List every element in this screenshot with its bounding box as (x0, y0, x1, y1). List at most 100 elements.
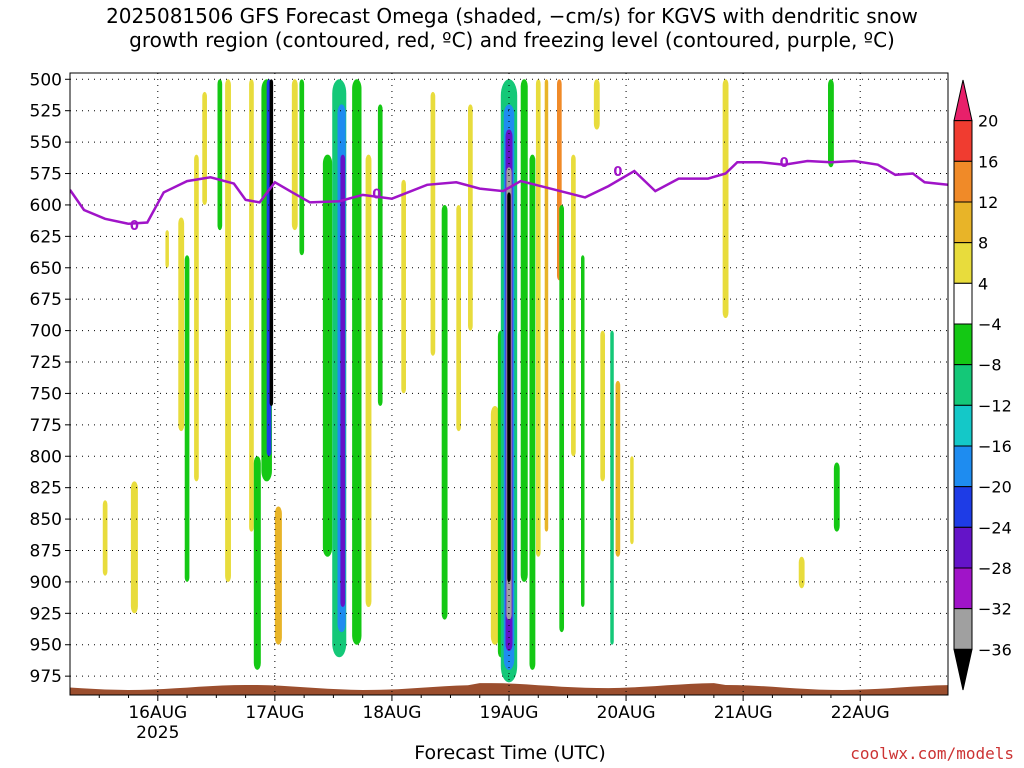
plot-area: 0 0 0 0 (70, 73, 948, 695)
omega-band-35 (507, 192, 511, 582)
omega-band-51 (833, 462, 840, 532)
omega-band-27 (456, 204, 462, 432)
colorbar-label-9: −20 (978, 478, 1012, 497)
colorbar-swatch-1 (953, 120, 973, 162)
y-tick-label-1: 525 (30, 102, 62, 122)
colorbar-cap-top (953, 79, 973, 122)
omega-band-9 (249, 79, 254, 532)
x-axis-label: Forecast Time (UTC) (414, 742, 606, 764)
colorbar-swatch-7 (953, 364, 973, 406)
x-tick-label-6: 22AUG (831, 703, 890, 723)
omega-band-36 (520, 79, 528, 582)
colorbar-swatch-8 (953, 404, 973, 447)
omega-band-17 (322, 154, 333, 557)
x-tick-label-5: 21AUG (714, 703, 773, 723)
omega-band-22 (365, 154, 372, 608)
omega-band-4 (184, 255, 190, 582)
terrain-surface (70, 683, 948, 695)
x-tick-label-3: 19AUG (480, 703, 539, 723)
x-tick-sublabel-0: 2025 (136, 723, 179, 743)
colorbar-swatch-11 (953, 526, 973, 569)
y-tick-label-16: 900 (30, 573, 62, 593)
x-tick-label-0: 16AUG (128, 703, 187, 723)
omega-band-37 (529, 154, 536, 670)
colorbar-label-1: 16 (978, 152, 998, 171)
omega-band-29 (490, 405, 500, 645)
colorbar-swatch-13 (953, 608, 973, 650)
colorbar-swatch-3 (953, 201, 973, 244)
omega-band-52 (798, 556, 805, 589)
colorbar-label-3: 8 (978, 234, 988, 253)
colorbar-label-2: 12 (978, 193, 998, 212)
omega-band-5 (194, 154, 199, 482)
y-tick-label-10: 750 (30, 384, 62, 404)
omega-band-8 (225, 79, 231, 582)
colorbar-label-13: −36 (978, 640, 1012, 659)
colorbar-label-12: −32 (978, 600, 1012, 619)
colorbar-swatch-9 (953, 445, 973, 488)
y-tick-label-7: 675 (30, 290, 62, 310)
omega-band-39 (544, 79, 549, 532)
omega-band-46 (610, 330, 614, 645)
freezing-level-line (70, 159, 948, 226)
colorbar-label-10: −24 (978, 518, 1012, 537)
omega-band-44 (593, 79, 600, 130)
omega-band-38 (535, 79, 541, 557)
y-tick-label-9: 725 (30, 353, 62, 373)
freezing-level-label-0: 0 (130, 219, 139, 234)
y-tick-label-3: 575 (30, 165, 62, 185)
y-tick-label-8: 700 (30, 322, 62, 342)
omega-band-43 (580, 255, 585, 608)
freezing-level-label-1: 0 (372, 188, 381, 203)
omega-band-23 (377, 104, 383, 406)
colorbar-swatch-10 (953, 486, 973, 528)
y-tick-label-14: 850 (30, 510, 62, 530)
y-tick-label-6: 650 (30, 259, 62, 279)
y-tick-label-11: 775 (30, 416, 62, 436)
omega-band-48 (630, 456, 634, 545)
colorbar-cap-bottom (953, 648, 973, 691)
omega-band-28 (468, 104, 473, 331)
colorbar-swatch-6 (953, 323, 973, 366)
freezing-level-label-2: 0 (613, 165, 622, 180)
title-line-2: growth region (contoured, red, ºC) and f… (129, 28, 895, 52)
y-tick-label-4: 600 (30, 196, 62, 216)
omega-band-10 (253, 456, 261, 670)
colorbar-label-6: −8 (978, 356, 1002, 375)
omega-band-26 (441, 204, 448, 620)
omega-band-21 (352, 79, 362, 645)
omega-band-0 (102, 500, 108, 576)
omega-band-24 (401, 179, 406, 394)
y-tick-label-18: 950 (30, 636, 62, 656)
colorbar-label-11: −28 (978, 559, 1012, 578)
omega-band-42 (571, 154, 576, 457)
omega-band-25 (430, 91, 436, 356)
colorbar-swatch-4 (953, 242, 973, 284)
colorbar-label-7: −12 (978, 396, 1012, 415)
y-tick-label-19: 975 (30, 667, 62, 687)
omega-band-6 (202, 91, 207, 205)
colorbar-label-5: −4 (978, 315, 1002, 334)
watermark-link[interactable]: coolwx.com/models (850, 744, 1014, 763)
y-tick-label-12: 800 (30, 447, 62, 467)
omega-band-50 (828, 79, 834, 168)
omega-band-15 (291, 79, 298, 231)
colorbar-swatch-5 (953, 282, 973, 325)
x-tick-label-2: 18AUG (362, 703, 421, 723)
omega-band-14 (274, 506, 282, 645)
y-tick-label-15: 875 (30, 541, 62, 561)
omega-band-41 (559, 204, 565, 633)
colorbar: 20 16 12 8 4 −4 −8 −12 −16 −20 −24 −28 −32 −36 (953, 79, 1012, 691)
title-line-1: 2025081506 GFS Forecast Omega (shaded, −… (106, 4, 918, 28)
y-tick-label-5: 625 (30, 227, 62, 247)
colorbar-label-4: 4 (978, 274, 988, 293)
omega-band-13 (269, 79, 274, 406)
colorbar-swatch-12 (953, 567, 973, 610)
omega-band-1 (130, 481, 138, 614)
colorbar-swatch-2 (953, 160, 973, 203)
omega-band-3 (178, 217, 185, 432)
omega-band-16 (299, 79, 305, 256)
y-tick-label-2: 550 (30, 133, 62, 153)
omega-band-45 (600, 330, 605, 482)
